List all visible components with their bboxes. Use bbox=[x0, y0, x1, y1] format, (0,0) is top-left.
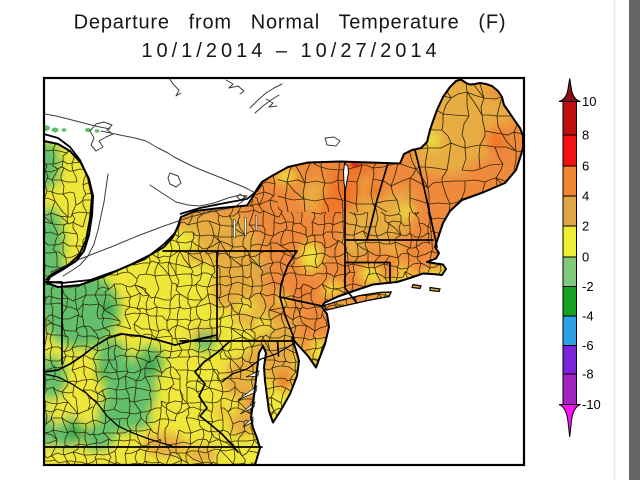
svg-text:-8: -8 bbox=[582, 367, 594, 382]
svg-text:0: 0 bbox=[582, 250, 589, 265]
svg-text:6: 6 bbox=[582, 159, 589, 174]
svg-text:2: 2 bbox=[582, 219, 589, 234]
svg-text:10/1/2014 – 10/27/2014: 10/1/2014 – 10/27/2014 bbox=[141, 40, 440, 62]
svg-text:-2: -2 bbox=[582, 279, 594, 294]
svg-text:8: 8 bbox=[582, 128, 589, 143]
svg-text:Departure from Normal Temperat: Departure from Normal Temperature (F) bbox=[74, 12, 507, 34]
svg-text:10: 10 bbox=[582, 94, 596, 109]
svg-text:4: 4 bbox=[582, 189, 589, 204]
svg-text:-6: -6 bbox=[582, 338, 594, 353]
svg-text:-4: -4 bbox=[582, 309, 594, 324]
svg-text:-10: -10 bbox=[582, 397, 601, 412]
